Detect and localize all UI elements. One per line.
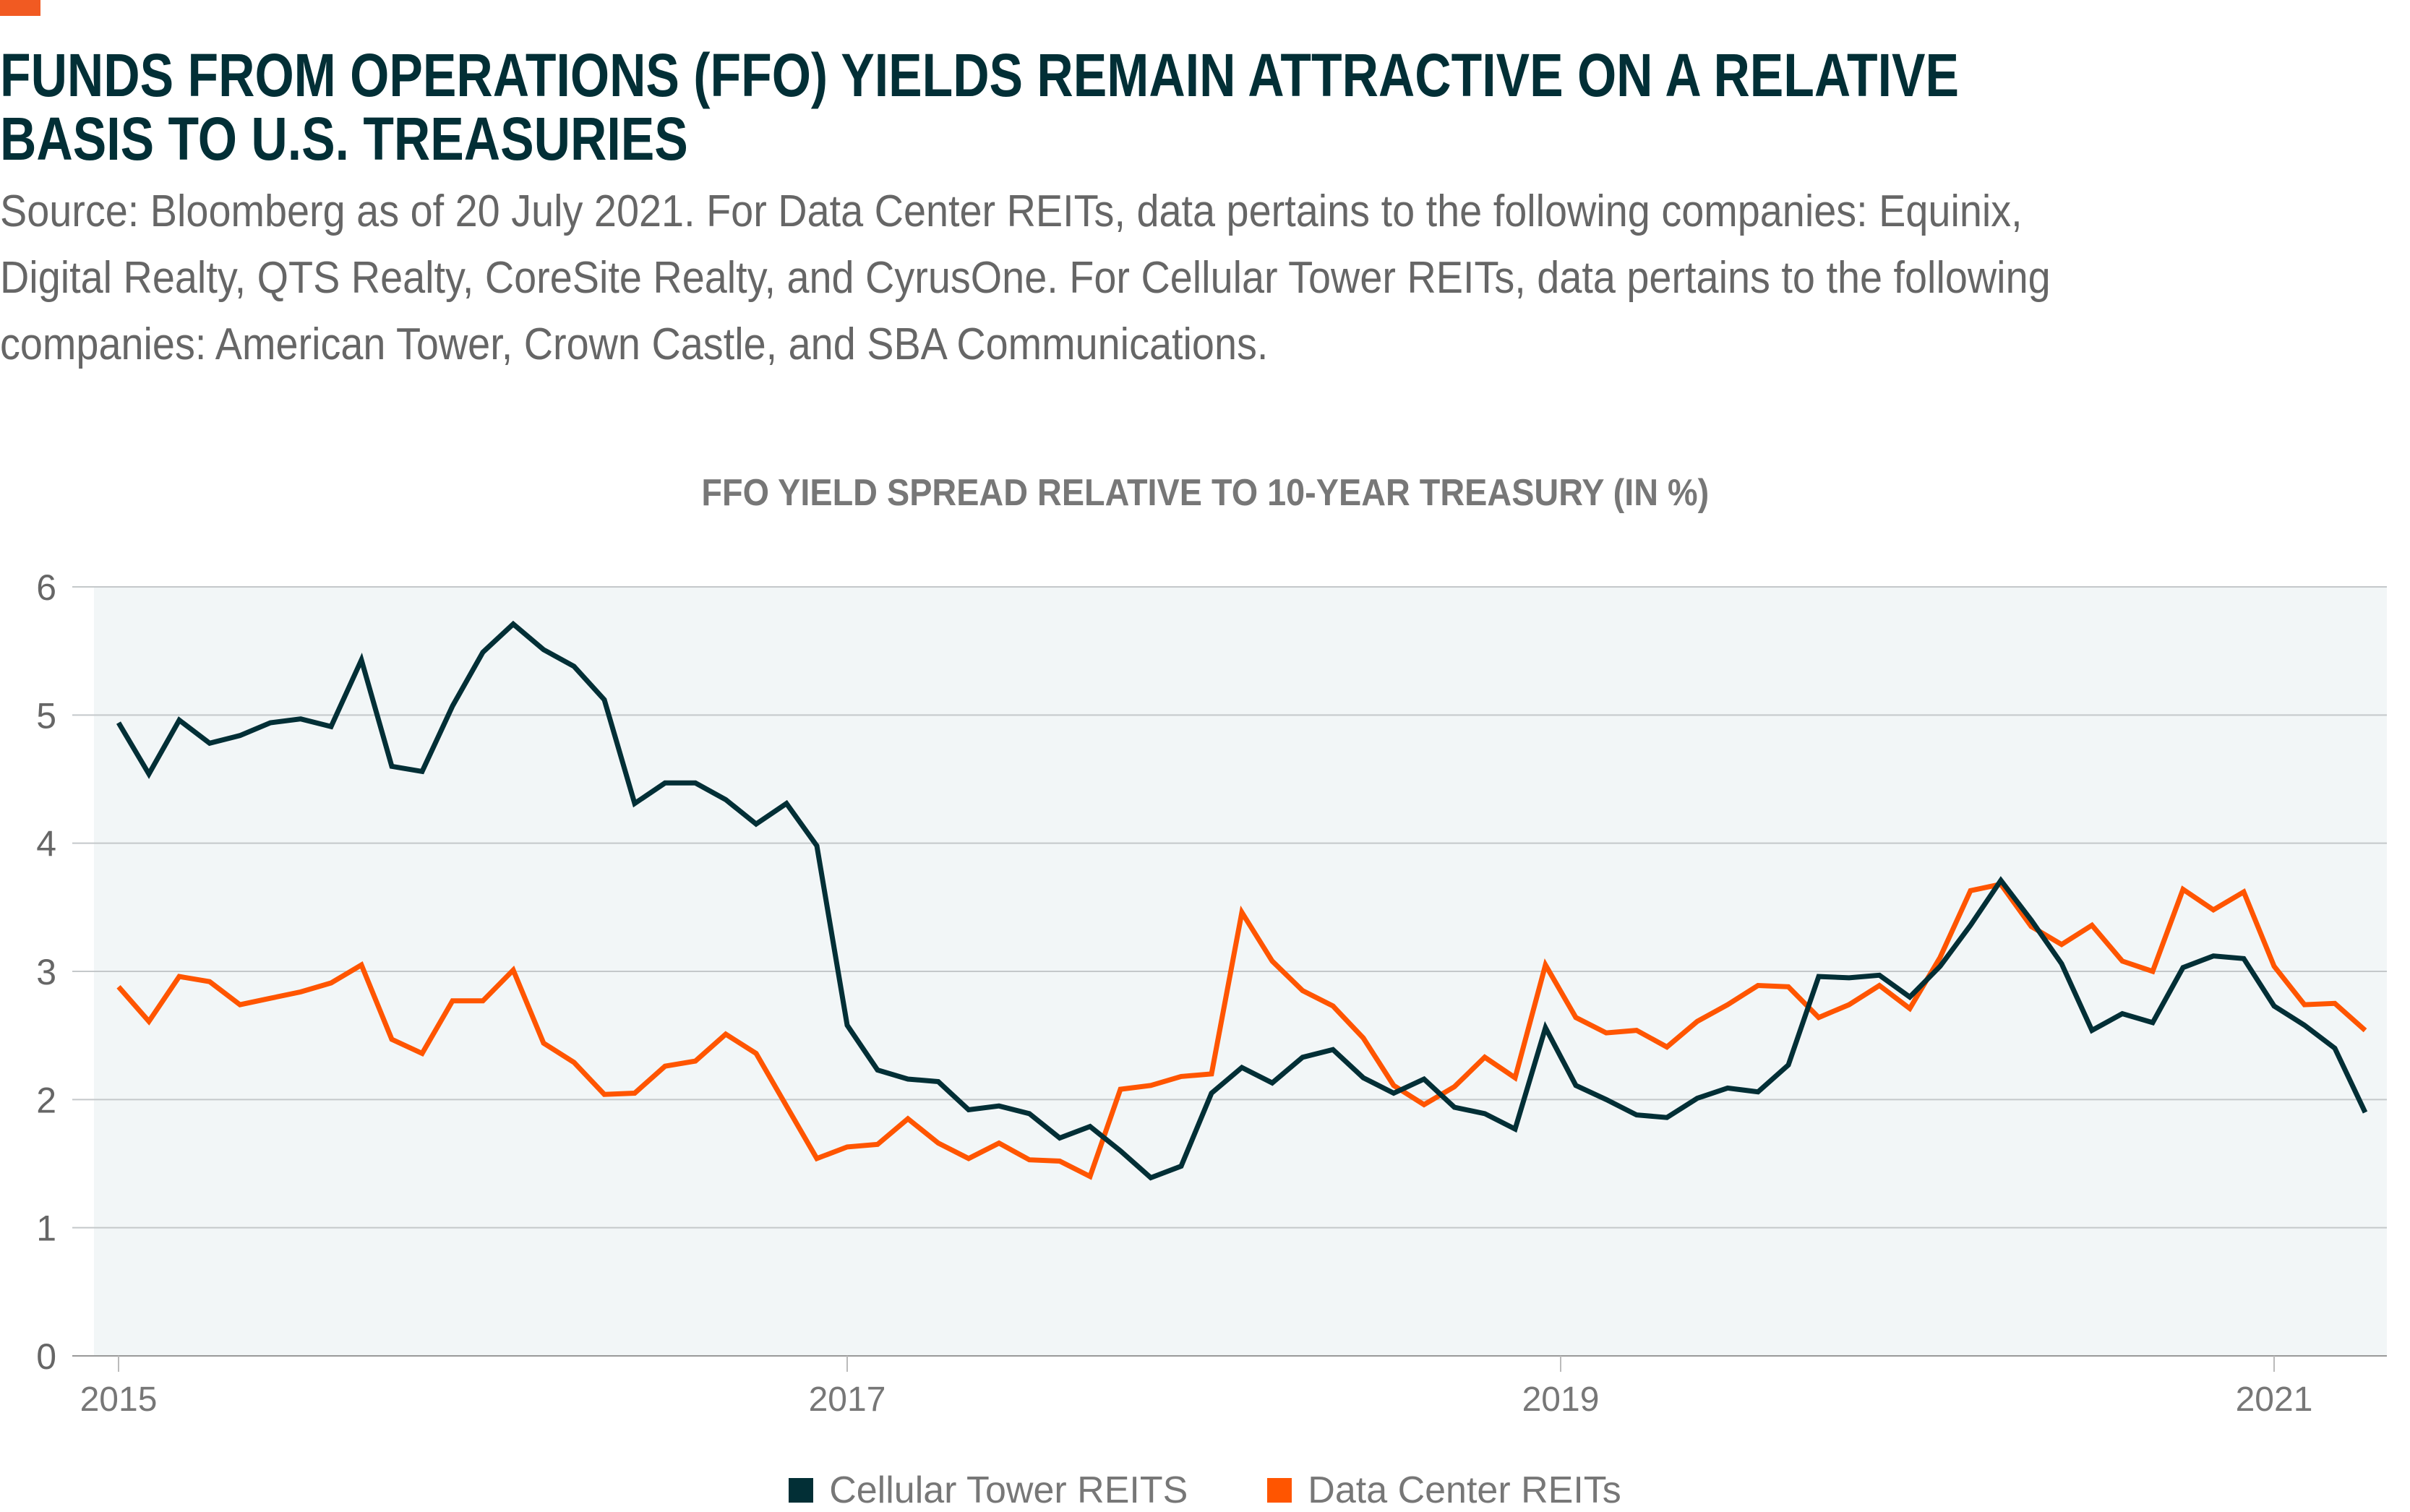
legend-swatch-cellular (789, 1478, 813, 1503)
legend-swatch-data-center (1267, 1478, 1292, 1503)
x-tick-label: 2015 (80, 1380, 158, 1419)
y-tick-label: 0 (36, 1336, 56, 1377)
y-tick-label: 5 (36, 695, 56, 736)
legend-item-data-center: Data Center REITs (1267, 1469, 1621, 1512)
legend-label-data-center: Data Center REITs (1308, 1469, 1621, 1512)
y-tick-label: 3 (36, 952, 56, 992)
x-tick-label: 2019 (1522, 1380, 1600, 1419)
legend-label-cellular: Cellular Tower REITS (829, 1469, 1188, 1512)
y-tick-label: 4 (36, 824, 56, 864)
x-tick-label: 2021 (2236, 1380, 2313, 1419)
x-tick-label: 2017 (809, 1380, 886, 1419)
y-tick-label: 2 (36, 1080, 56, 1120)
y-tick-label: 1 (36, 1208, 56, 1249)
y-tick-label: 6 (36, 567, 56, 608)
legend: Cellular Tower REITS Data Center REITs (0, 1469, 2410, 1512)
legend-item-cellular: Cellular Tower REITS (789, 1469, 1188, 1512)
